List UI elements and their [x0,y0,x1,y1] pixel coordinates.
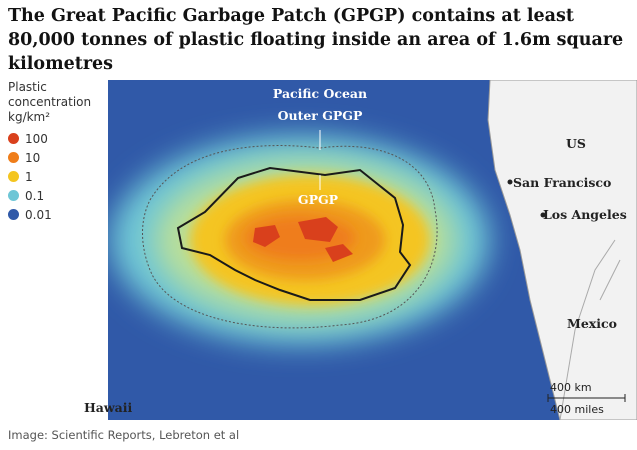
sf-label: San Francisco [513,175,611,190]
la-label: Los Angeles [543,207,627,222]
us-label: US [566,136,586,151]
scale-km: 400 km [550,381,592,394]
legend-swatch [8,209,19,220]
scale-miles: 400 miles [550,403,604,416]
legend-item: 10 [8,148,103,167]
legend-item: 1 [8,167,103,186]
legend-swatch [8,133,19,144]
inner-label: GPGP [298,192,339,207]
mexico-label: Mexico [567,316,617,331]
legend-item: 100 [8,129,103,148]
legend-title: Plastic concentration kg/km² [8,80,92,124]
legend-label: 1 [25,169,33,184]
legend-label: 0.01 [25,207,52,222]
legend-item: 0.1 [8,186,103,205]
legend-items: 100 10 1 0.1 0.01 [8,129,103,224]
hawaii-label: Hawaii [84,400,133,415]
legend-label: 100 [25,131,48,146]
heatmap [108,80,637,420]
outer-label: Outer GPGP [278,108,363,123]
legend-swatch [8,152,19,163]
legend-swatch [8,171,19,182]
legend: Plastic concentration kg/km² 100 10 1 0.1 0.… [8,80,103,224]
source: Image: Scientific Reports, Lebreton et a… [8,428,240,442]
legend-swatch [8,190,19,201]
legend-label: 0.1 [25,188,45,203]
ocean-label: Pacific Ocean [273,86,367,101]
legend-label: 10 [25,150,41,165]
title: The Great Pacific Garbage Patch (GPGP) c… [8,6,624,74]
legend-item: 0.01 [8,205,103,224]
